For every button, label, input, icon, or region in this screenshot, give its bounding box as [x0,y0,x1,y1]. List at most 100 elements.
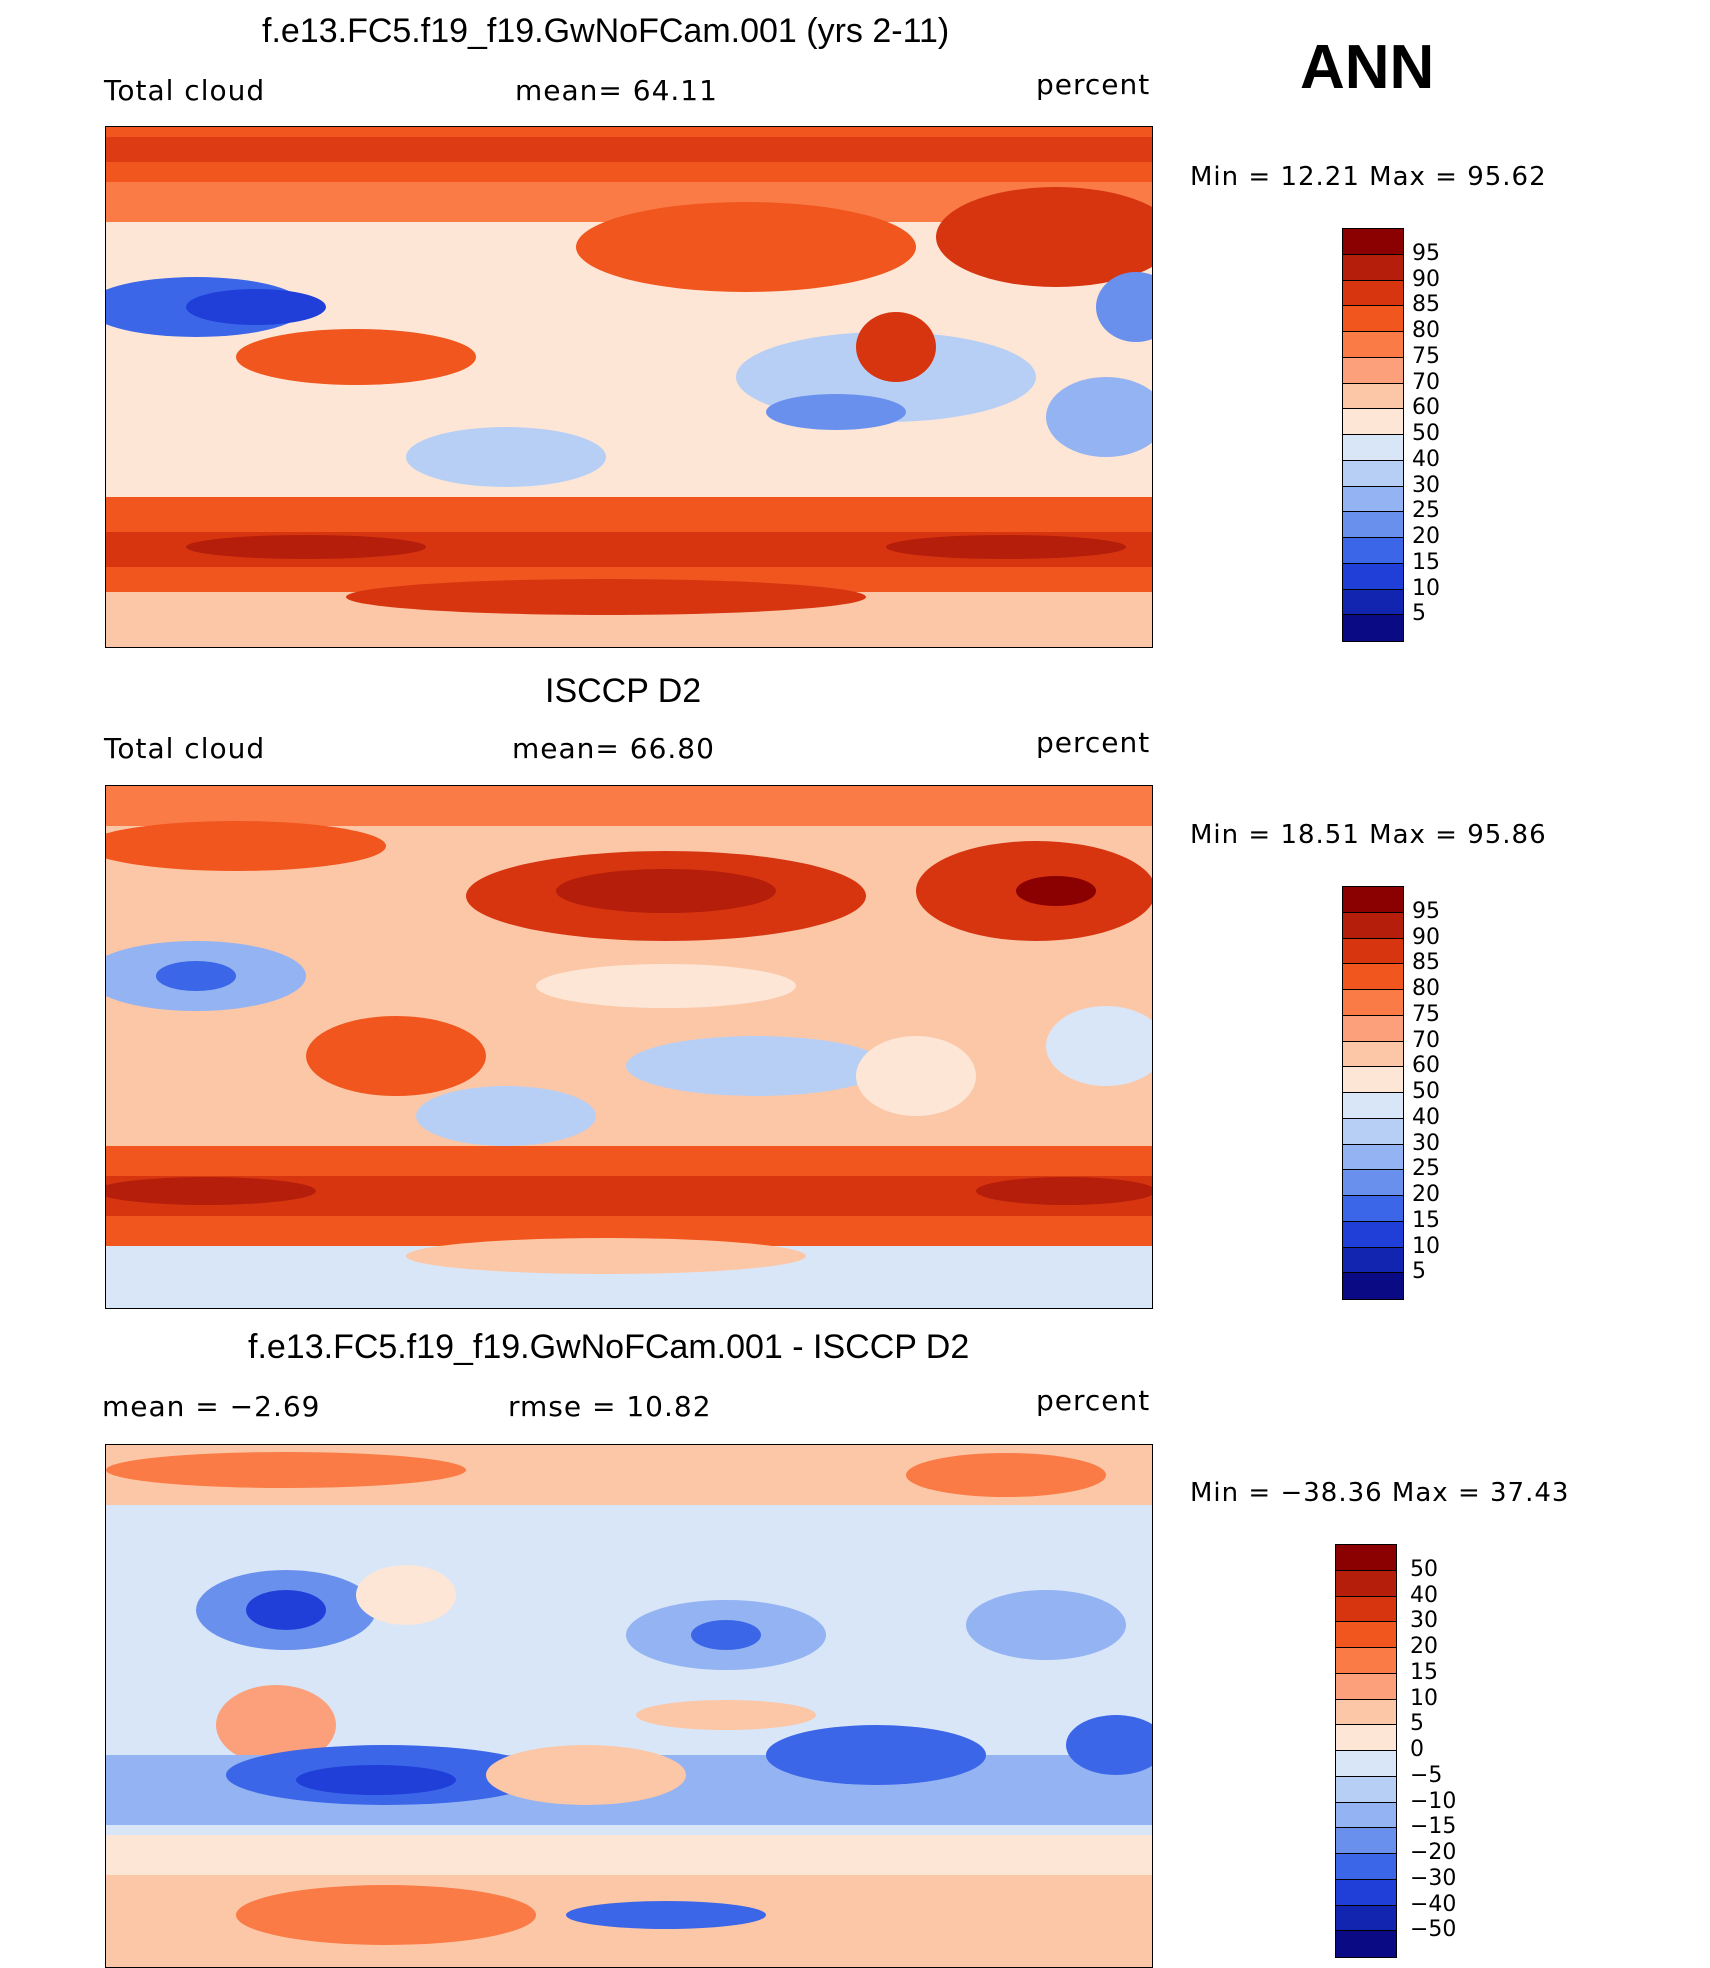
colorbar-swatch [1343,435,1403,461]
colorbar [1342,886,1404,1300]
colorbar-swatch [1343,1273,1403,1299]
mean-label: mean= 64.11 [515,74,718,107]
colorbar-swatch [1343,1067,1403,1093]
colorbar-swatch [1336,1648,1396,1674]
colorbar-swatch [1336,1673,1396,1700]
season-label: ANN [1300,33,1435,102]
colorbar-tick-label: 75 [1412,343,1440,369]
colorbar-swatch [1343,409,1403,435]
colorbar-swatch [1343,254,1403,281]
colorbar-tick-label: 95 [1412,240,1440,266]
colorbar-swatch [1343,1144,1403,1171]
colorbar [1335,1544,1397,1958]
colorbar-tick-label: 5 [1410,1711,1424,1737]
colorbar-tick-label: −30 [1410,1865,1457,1891]
colorbar-swatch [1343,332,1403,358]
colorbar-swatch [1336,1596,1396,1623]
colorbar-swatch [1343,938,1403,965]
map-field [106,1445,1152,1967]
colorbar-tick-label: 90 [1412,924,1440,950]
map-field [106,786,1152,1308]
colorbar-swatch [1336,1879,1396,1906]
min-max-label: Min = −38.36 Max = 37.43 [1190,1478,1570,1508]
colorbar-swatch [1343,357,1403,384]
colorbar-tick-label: −50 [1410,1917,1457,1943]
colorbar-swatch [1336,1699,1396,1726]
colorbar-tick-label: 20 [1412,1182,1440,1207]
units-label: percent [1036,726,1151,759]
colorbar-swatch [1336,1802,1396,1829]
colorbar-swatch [1343,964,1403,990]
colorbar-tick-label: 50 [1412,421,1440,446]
colorbar-swatch [1343,990,1403,1016]
colorbar-swatch [1343,563,1403,590]
colorbar-swatch [1343,1221,1403,1248]
colorbar-tick-label: 90 [1412,266,1440,292]
panel-title: f.e13.FC5.f19_f19.GwNoFCam.001 (yrs 2-11… [262,12,950,50]
colorbar-swatch [1343,280,1403,307]
colorbar-tick-label: 40 [1412,446,1440,472]
colorbar-tick-label: 70 [1412,1027,1440,1053]
colorbar-tick-label: 15 [1412,549,1440,575]
colorbar-swatch [1336,1725,1396,1751]
colorbar-tick-label: 80 [1412,976,1440,1001]
colorbar-swatch [1336,1570,1396,1597]
colorbar-swatch [1336,1905,1396,1932]
colorbar-swatch [1343,1196,1403,1222]
colorbar-swatch [1336,1931,1396,1957]
colorbar-swatch [1343,912,1403,939]
colorbar-tick-label: 80 [1412,318,1440,343]
colorbar-tick-label: 10 [1412,575,1440,601]
colorbar [1342,228,1404,642]
colorbar-swatch [1336,1751,1396,1777]
colorbar-swatch [1343,615,1403,641]
colorbar-swatch [1336,1776,1396,1803]
colorbar-tick-label: 60 [1412,395,1440,421]
colorbar-swatch [1336,1854,1396,1880]
colorbar-swatch [1343,538,1403,564]
variable-label: Total cloud [104,732,266,765]
colorbar-swatch [1343,1093,1403,1119]
colorbar-swatch [1343,887,1403,913]
colorbar-tick-label: 25 [1412,1156,1440,1182]
colorbar-swatch [1343,589,1403,616]
colorbar-tick-label: 5 [1412,1259,1426,1285]
colorbar-swatch [1343,486,1403,513]
cloud-map-difference [105,1444,1153,1968]
colorbar-tick-label: 95 [1412,898,1440,924]
cloud-map-obs [105,785,1153,1309]
colorbar-tick-label: 60 [1412,1053,1440,1079]
min-max-label: Min = 18.51 Max = 95.86 [1190,820,1547,850]
map-field [106,127,1152,647]
colorbar-tick-label: −5 [1410,1762,1443,1788]
colorbar-swatch [1343,306,1403,332]
variable-label: Total cloud [104,74,266,107]
colorbar-swatch [1343,1041,1403,1068]
colorbar-tick-label: 85 [1412,950,1440,976]
colorbar-tick-label: −15 [1410,1814,1457,1840]
colorbar-tick-label: 20 [1412,524,1440,549]
mean-label: mean = −2.69 [102,1390,321,1423]
colorbar-swatch [1343,512,1403,538]
colorbar-swatch [1343,1170,1403,1196]
units-label: percent [1036,68,1151,101]
colorbar-swatch [1343,383,1403,410]
colorbar-swatch [1343,1118,1403,1145]
min-max-label: Min = 12.21 Max = 95.62 [1190,162,1547,192]
colorbar-tick-label: 10 [1412,1233,1440,1259]
colorbar-swatch [1343,229,1403,255]
colorbar-tick-label: 85 [1412,292,1440,318]
colorbar-tick-label: 15 [1410,1659,1438,1685]
colorbar-tick-label: 25 [1412,498,1440,524]
colorbar-tick-label: 50 [1410,1556,1438,1582]
colorbar-tick-label: −40 [1410,1891,1457,1917]
colorbar-tick-label: 20 [1410,1634,1438,1659]
colorbar-swatch [1343,460,1403,487]
colorbar-swatch [1336,1545,1396,1571]
colorbar-tick-label: 75 [1412,1001,1440,1027]
colorbar-tick-label: 10 [1410,1685,1438,1711]
colorbar-tick-label: 30 [1412,472,1440,498]
cloud-map-model [105,126,1153,648]
panel-title: f.e13.FC5.f19_f19.GwNoFCam.001 - ISCCP D… [248,1328,970,1366]
rmse-label: rmse = 10.82 [508,1390,712,1423]
